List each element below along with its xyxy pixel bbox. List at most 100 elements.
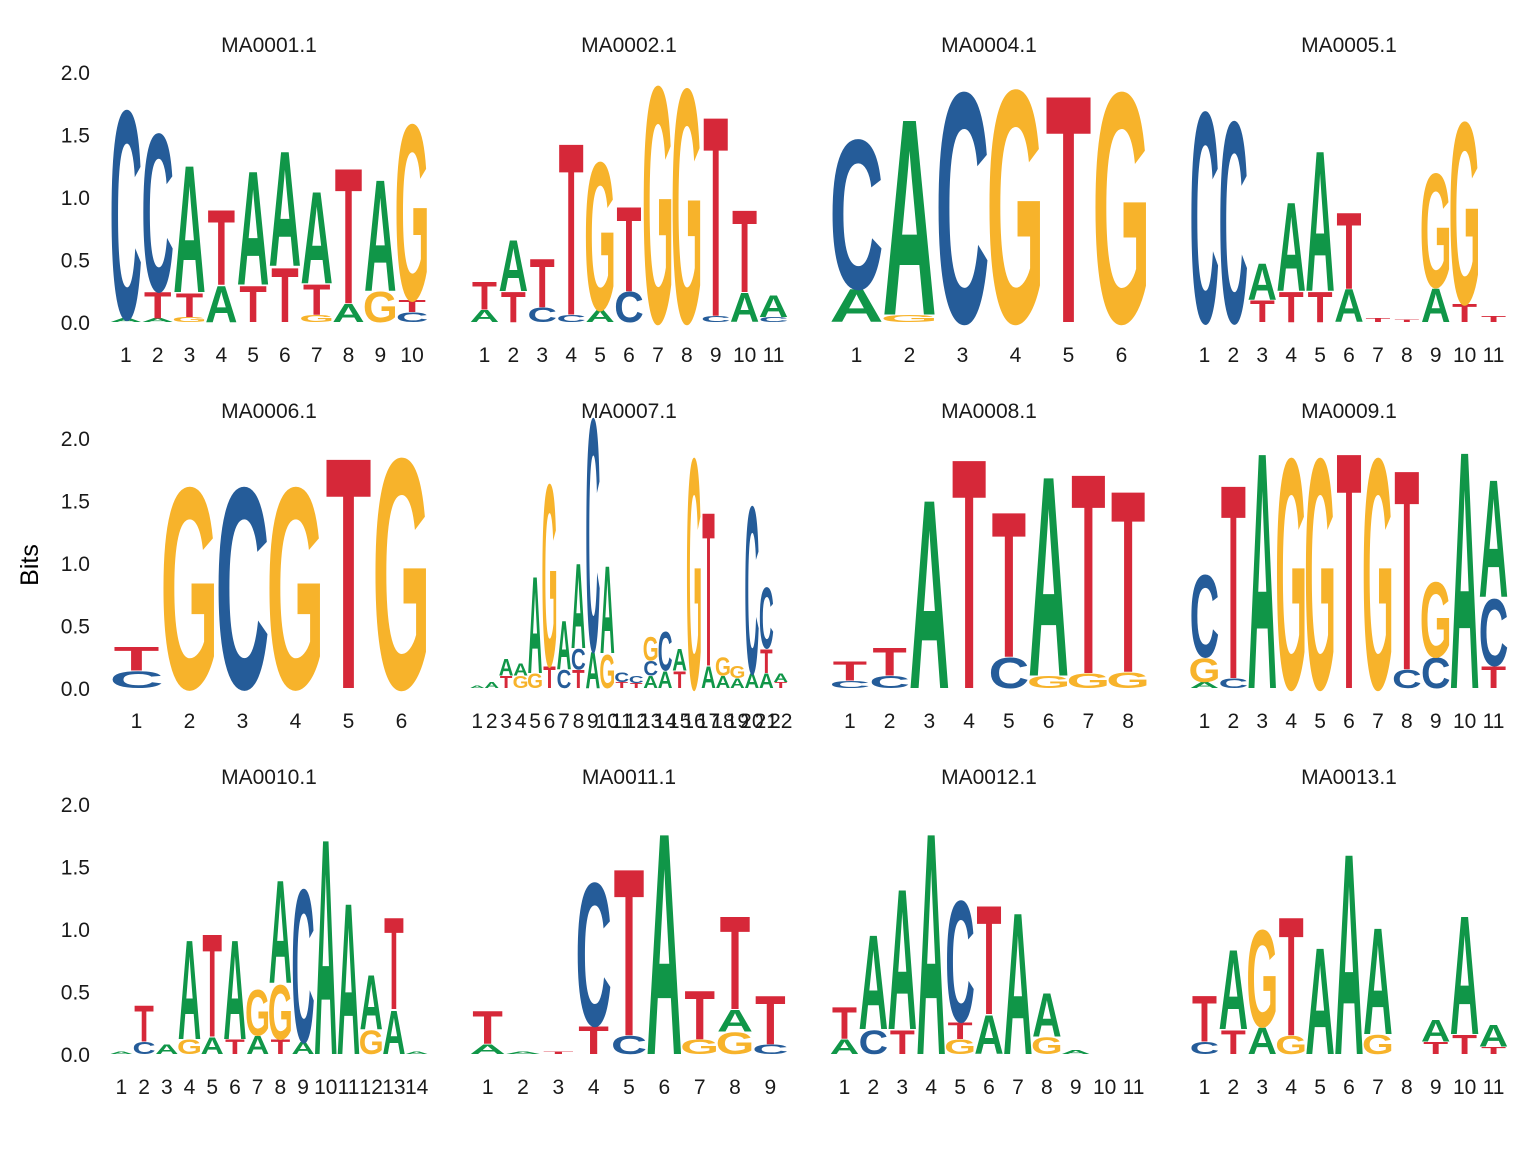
logo-letter-T: T — [614, 818, 644, 1087]
x-tick-label: 8 — [1401, 344, 1413, 367]
logo-letter-T: T — [271, 1036, 291, 1059]
logo-letter-A: A — [1003, 871, 1032, 1098]
logo-letter-T: T — [384, 891, 404, 1038]
logo-letter-T: T — [1221, 1024, 1246, 1062]
logo-letter-A: A — [701, 660, 716, 696]
x-tick-label: 1 — [120, 344, 132, 367]
logo-letter-G: G — [160, 427, 218, 750]
logo-letter-T: T — [208, 188, 235, 308]
logo-letter-A: A — [178, 911, 201, 1070]
logo-letter-A: A — [155, 1042, 178, 1057]
logo-letter-A: A — [528, 548, 543, 703]
logo-panel: MA0010.10.00.51.01.52.01A2CT3A4GA5AT6TA7… — [61, 766, 429, 1120]
x-tick-label: 10 — [1453, 710, 1476, 733]
x-tick-label: 9 — [374, 344, 386, 367]
logo-letter-A: A — [314, 774, 337, 1120]
logo-letter-A: A — [1479, 1018, 1508, 1053]
x-tick-label: 5 — [1314, 710, 1326, 733]
logo-letter-C: C — [643, 657, 658, 680]
x-tick-label: 2 — [517, 1076, 529, 1099]
x-tick-label: 7 — [558, 710, 570, 733]
logo-letter-T: T — [176, 286, 204, 325]
logo-letter-C: C — [1421, 649, 1450, 697]
x-tick-label: 4 — [565, 344, 577, 367]
logo-letter-T: T — [500, 673, 513, 692]
x-tick-label: 3 — [237, 710, 249, 733]
logo-letter-T: T — [1046, 28, 1092, 392]
logo-letter-T: T — [1481, 660, 1506, 695]
x-tick-label: 4 — [1285, 710, 1297, 733]
x-tick-label: 1 — [1199, 710, 1211, 733]
logo-letter-C: C — [989, 649, 1030, 697]
logo-letter-T: T — [303, 276, 330, 324]
logo-letter-G: G — [1420, 560, 1452, 680]
x-tick-label: 12 — [360, 1076, 383, 1099]
logo-letter-A: A — [829, 280, 883, 333]
logo-letter-C: C — [110, 50, 142, 383]
logo-letter-C: C — [1190, 550, 1219, 682]
logo-letter-A: A — [405, 1051, 428, 1055]
logo-letter-A: A — [332, 299, 364, 328]
logo-letter-G: G — [1027, 672, 1071, 692]
x-tick-label: 1 — [1199, 344, 1211, 367]
logo-letter-G: G — [268, 968, 293, 1056]
x-tick-label: 2 — [184, 710, 196, 733]
logo-letter-T: T — [1394, 412, 1419, 731]
logo-letter-A: A — [1305, 916, 1334, 1087]
y-tick-label: 1.0 — [61, 553, 90, 576]
logo-letter-A: A — [470, 685, 485, 689]
y-tick-label: 1.0 — [61, 187, 90, 210]
y-tick-label: 2.0 — [61, 794, 90, 817]
logo-letter-C: C — [869, 672, 910, 692]
x-tick-label: 17 — [697, 710, 720, 733]
logo-letter-T: T — [335, 127, 362, 345]
x-tick-label: 7 — [652, 344, 664, 367]
logo-letter-T: T — [833, 656, 867, 687]
logo-letter-T: T — [617, 182, 642, 317]
logo-letter-C: C — [614, 283, 643, 331]
logo-letter-G: G — [542, 431, 558, 721]
x-tick-label: 3 — [552, 1076, 564, 1099]
x-tick-label: 5 — [343, 710, 355, 733]
logo-letter-C: C — [744, 457, 759, 725]
logo-letter-T: T — [472, 273, 497, 318]
x-tick-label: 11 — [1123, 1076, 1145, 1099]
logo-letter-G: G — [599, 644, 615, 699]
logo-letter-T: T — [703, 58, 728, 377]
x-tick-label: 5 — [206, 1076, 218, 1099]
logo-letter-A: A — [557, 607, 572, 684]
logo-letter-T: T — [543, 660, 555, 696]
logo-letter-A: A — [672, 642, 687, 678]
logo-letter-A: A — [1450, 382, 1479, 761]
logo-letter-A: A — [759, 670, 774, 693]
x-tick-label: 13 — [382, 1076, 405, 1099]
x-tick-label: 9 — [1430, 710, 1442, 733]
panel-title: MA0008.1 — [941, 400, 1037, 423]
logo-letter-T: T — [144, 283, 171, 326]
x-tick-label: 1 — [471, 710, 483, 733]
logo-letter-A: A — [246, 1032, 269, 1061]
logo-letter-A: A — [110, 317, 142, 323]
x-tick-label: 2 — [152, 344, 164, 367]
logo-letter-A: A — [859, 907, 888, 1059]
x-tick-label: 2 — [1228, 344, 1240, 367]
logo-letter-G: G — [686, 389, 702, 759]
logo-letter-A: A — [1219, 926, 1248, 1054]
x-tick-label: 6 — [229, 1076, 241, 1099]
y-tick-label: 0.0 — [61, 678, 90, 701]
logo-letter-G: G — [1420, 140, 1452, 322]
logo-letter-C: C — [701, 314, 730, 324]
logo-letter-T: T — [720, 890, 750, 1038]
x-tick-label: 1 — [1199, 1076, 1211, 1099]
panel-title: MA0002.1 — [581, 34, 677, 57]
panel-title: MA0011.1 — [582, 766, 676, 789]
y-tick-label: 0.5 — [61, 616, 90, 639]
y-tick-label: 1.0 — [61, 919, 90, 942]
logo-letter-C: C — [132, 1039, 155, 1058]
x-tick-label: 8 — [1401, 1076, 1413, 1099]
logo-letter-C: C — [1190, 1038, 1219, 1057]
x-tick-label: 8 — [729, 1076, 741, 1099]
